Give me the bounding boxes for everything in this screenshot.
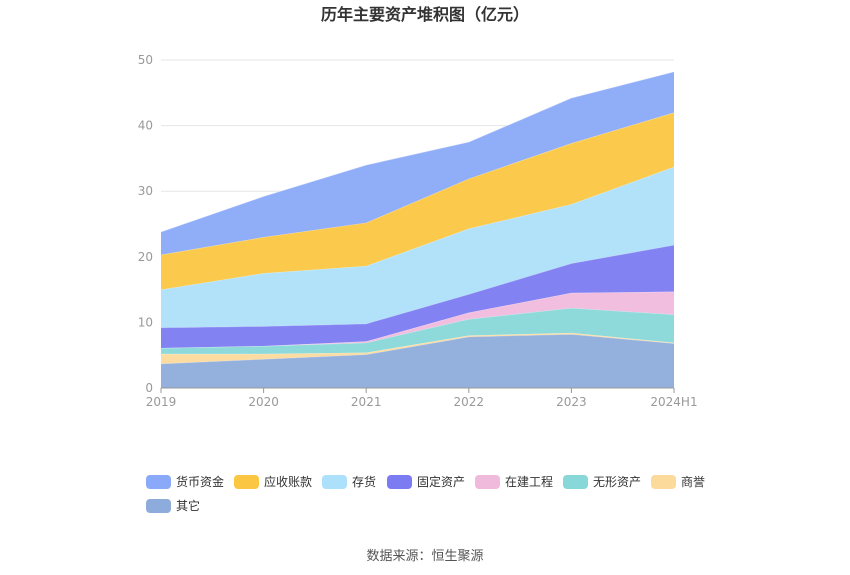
legend-swatch bbox=[475, 475, 500, 489]
legend-swatch bbox=[563, 475, 588, 489]
x-tick-label: 2024H1 bbox=[650, 395, 697, 409]
area-edge-series-7 bbox=[160, 71, 675, 233]
area-series-0 bbox=[161, 334, 674, 388]
legend-swatch bbox=[234, 475, 259, 489]
axes: 0 10 20 30 40 50 2019 2020 2021 2022 2023 2024H1 bbox=[138, 53, 698, 409]
x-tick-label: 2020 bbox=[248, 395, 279, 409]
legend-label: 存货 bbox=[352, 474, 376, 489]
y-tick-label: 0 bbox=[145, 381, 153, 395]
legend-label: 在建工程 bbox=[505, 474, 553, 489]
y-tick-label: 50 bbox=[138, 53, 153, 67]
x-tick-label: 2019 bbox=[146, 395, 177, 409]
area-series-3 bbox=[161, 291, 674, 348]
y-tick-label: 10 bbox=[138, 315, 153, 329]
legend-label: 无形资产 bbox=[593, 475, 641, 489]
legend-item[interactable]: 应收账款 bbox=[234, 474, 312, 489]
legend-label: 货币资金 bbox=[176, 474, 224, 489]
data-source: 数据来源：恒生聚源 bbox=[366, 549, 483, 564]
x-tick-label: 2022 bbox=[454, 395, 485, 409]
legend-item[interactable]: 固定资产 bbox=[387, 474, 465, 489]
x-tick-label: 2023 bbox=[556, 395, 587, 409]
area-series-4 bbox=[161, 245, 674, 348]
legend-item[interactable]: 在建工程 bbox=[475, 474, 553, 489]
legend-label: 固定资产 bbox=[417, 474, 465, 489]
legend-item[interactable]: 货币资金 bbox=[146, 474, 224, 489]
y-tick-label: 30 bbox=[138, 184, 153, 198]
legend-item[interactable]: 商誉 bbox=[651, 474, 705, 489]
y-tick-label: 20 bbox=[138, 250, 153, 264]
legend-item[interactable]: 无形资产 bbox=[563, 475, 641, 489]
y-tick-label: 40 bbox=[138, 119, 153, 133]
legend-swatch bbox=[651, 475, 676, 489]
area-series-6 bbox=[161, 112, 674, 290]
x-tick-label: 2021 bbox=[351, 395, 382, 409]
chart-title: 历年主要资产堆积图（亿元） bbox=[321, 5, 529, 24]
area-series-2 bbox=[161, 308, 674, 354]
legend-label: 其它 bbox=[176, 498, 200, 513]
area-series-7 bbox=[161, 71, 674, 255]
legend-swatch bbox=[146, 499, 171, 513]
area-series-1 bbox=[161, 332, 674, 364]
legend-label: 应收账款 bbox=[264, 474, 312, 489]
area-series-5 bbox=[161, 166, 674, 328]
legend-swatch bbox=[387, 475, 412, 489]
area-series-group bbox=[160, 71, 675, 388]
legend-label: 商誉 bbox=[681, 474, 705, 489]
legend-swatch bbox=[146, 475, 171, 489]
legend-swatch bbox=[322, 475, 347, 489]
legend-item[interactable]: 其它 bbox=[146, 498, 200, 513]
legend-item[interactable]: 存货 bbox=[322, 474, 376, 489]
